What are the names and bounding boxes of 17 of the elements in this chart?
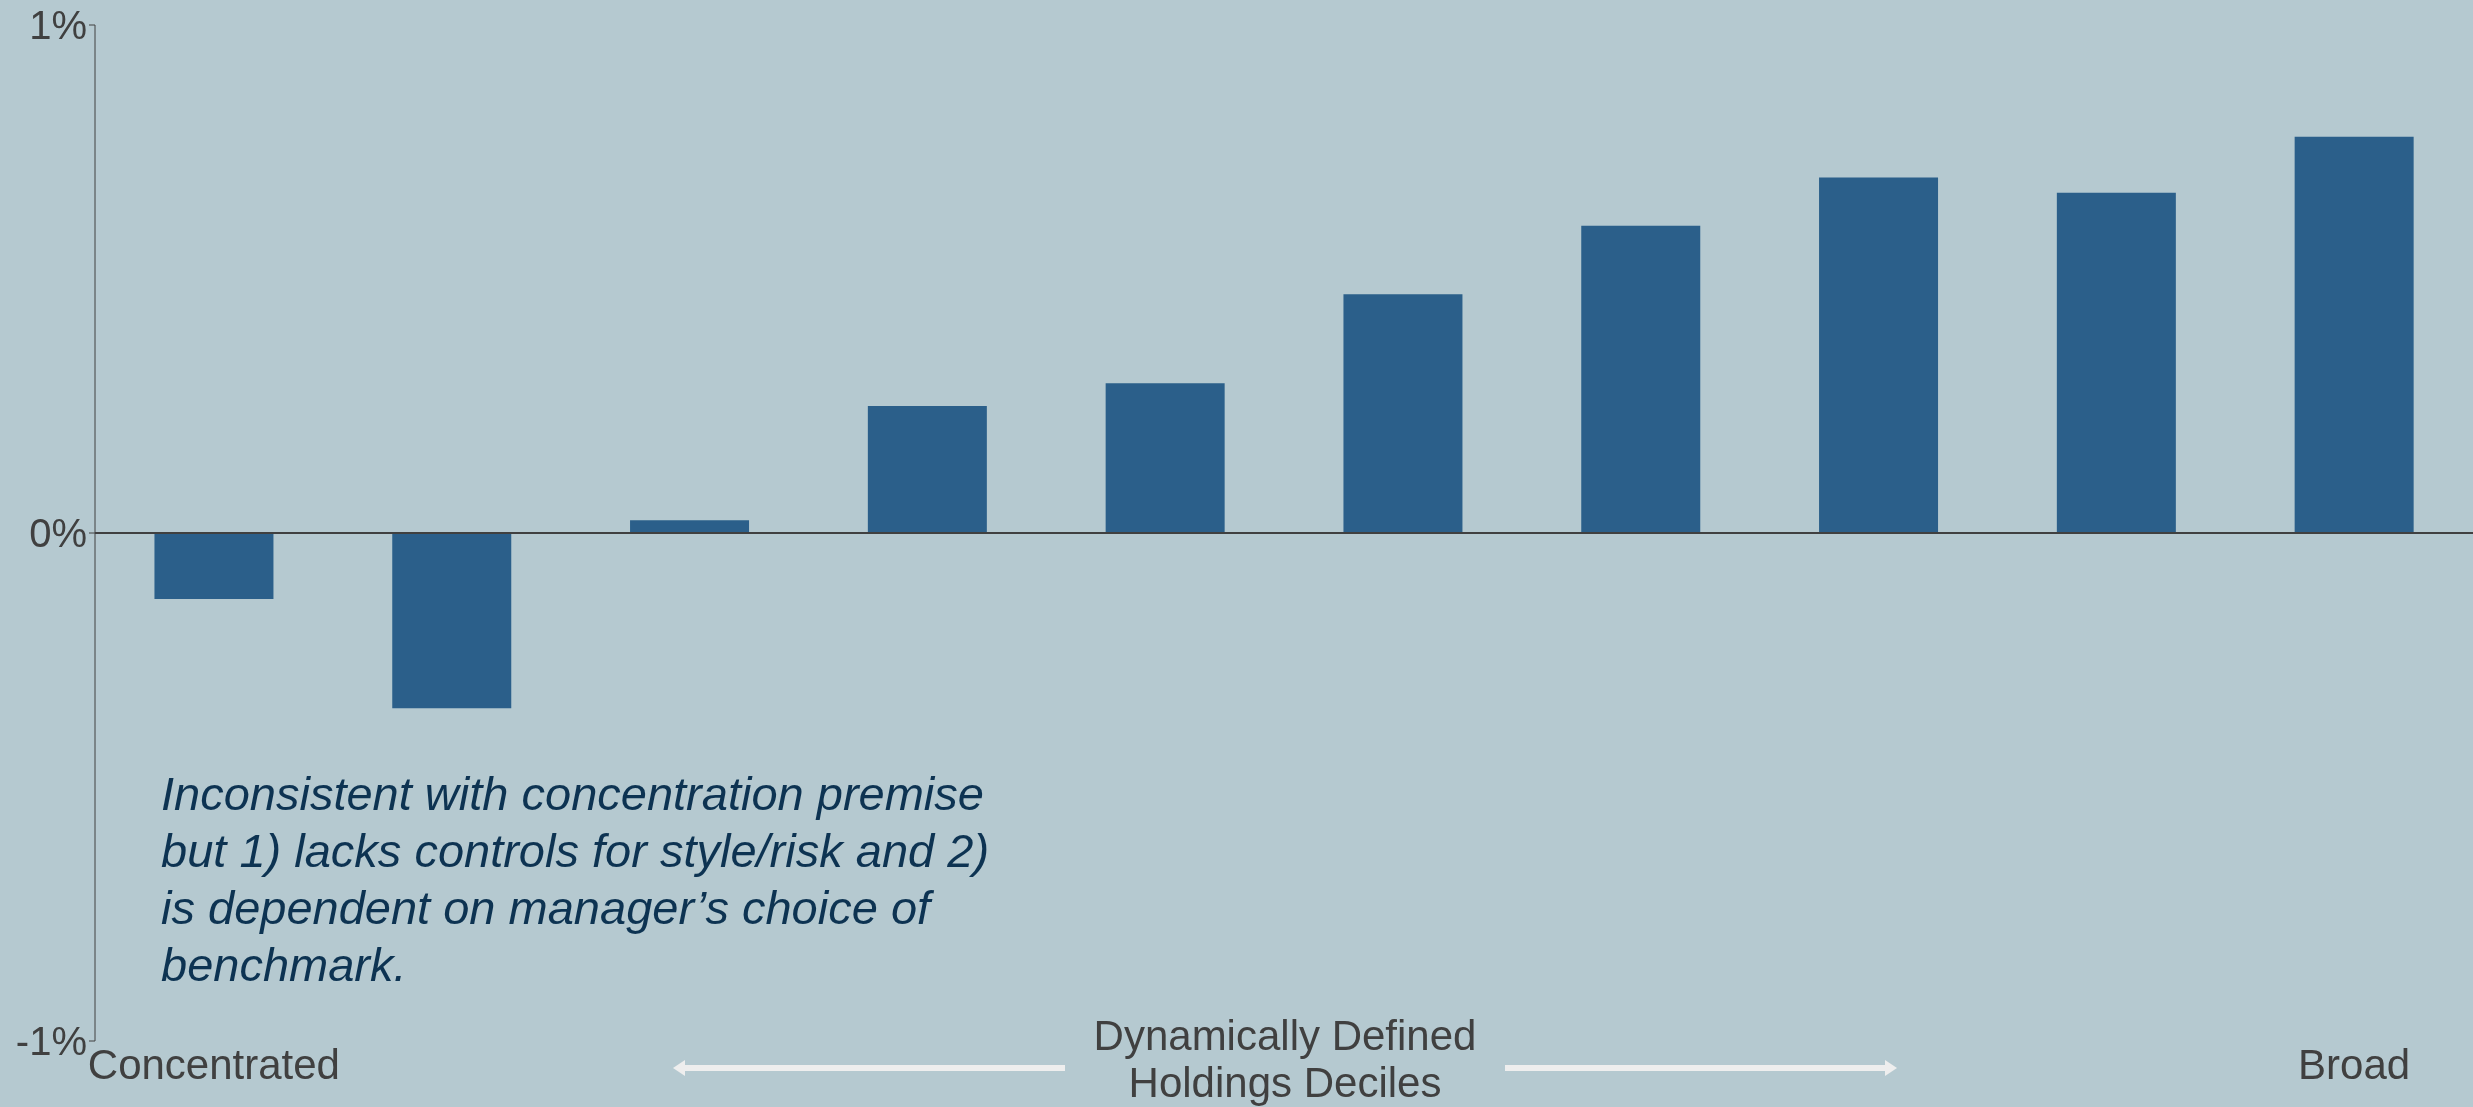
bar: [1581, 225, 1701, 533]
bar: [1819, 177, 1939, 533]
bar: [1343, 294, 1463, 533]
bar: [1105, 383, 1225, 533]
bar: [154, 533, 274, 600]
y-tick-label: 1%: [29, 3, 87, 48]
bar: [2056, 192, 2176, 533]
bar: [392, 533, 512, 709]
x-tick-label: Broad: [2298, 1040, 2411, 1088]
x-tick-label: Concentrated: [87, 1040, 340, 1088]
bar: [867, 406, 987, 533]
bar: [2294, 136, 2414, 533]
y-tick-label: 0%: [29, 511, 87, 556]
bar: [630, 520, 750, 533]
x-axis-title: Dynamically Defined Holdings Deciles: [1092, 1012, 1478, 1106]
annotation: Inconsistent with concentration premise but 1) lacks controls for style/risk and 2) is dependent on manager’s choice of benchmark.: [161, 766, 991, 993]
y-tick-label: -1%: [15, 1019, 87, 1064]
